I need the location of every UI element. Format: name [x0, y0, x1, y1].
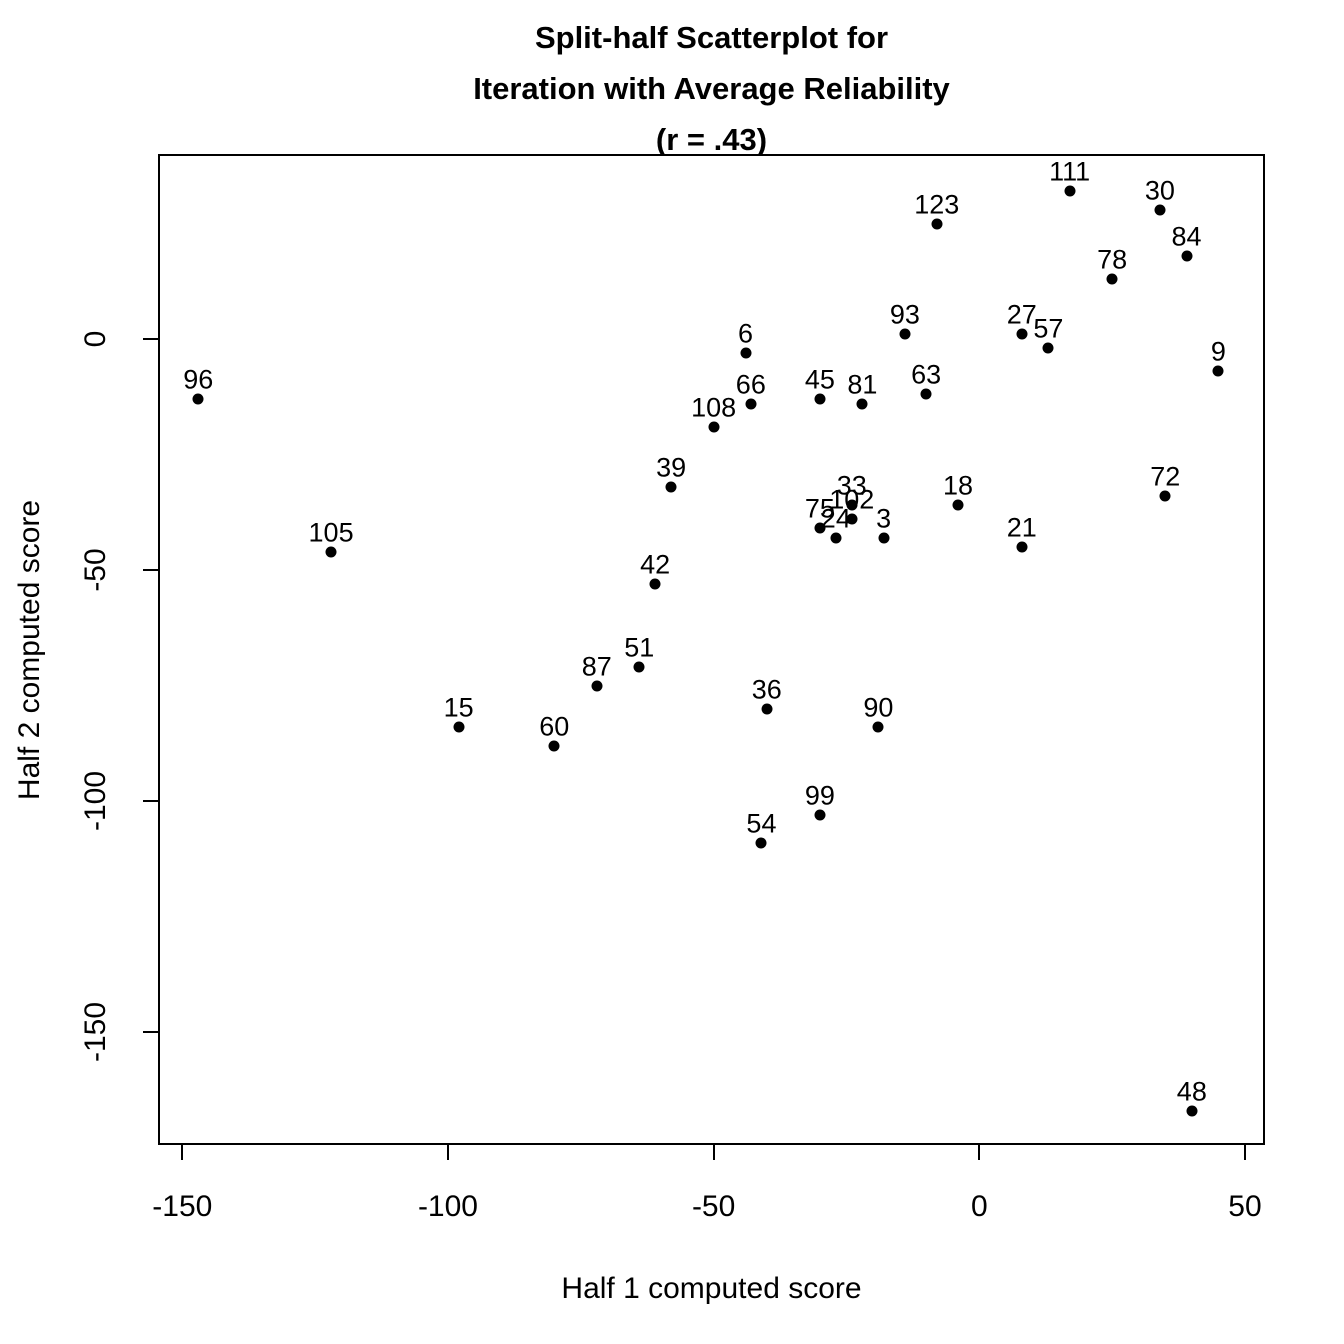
data-point: [1016, 541, 1028, 553]
data-point: [708, 421, 720, 433]
data-point-label: 111: [1049, 156, 1091, 187]
data-point: [899, 328, 911, 340]
chart-title: Split-half Scatterplot for Iteration wit…: [158, 12, 1265, 165]
data-point: [846, 499, 858, 511]
data-point-label: 102: [829, 484, 875, 515]
data-point-label: 81: [847, 369, 878, 400]
data-point-label: 9: [1210, 336, 1226, 367]
data-point: [453, 721, 465, 733]
data-point: [830, 532, 842, 544]
data-point-label: 57: [1033, 313, 1064, 344]
data-point-label: 105: [308, 517, 354, 548]
data-point: [591, 680, 603, 691]
data-point: [814, 522, 826, 534]
data-point: [814, 393, 826, 405]
y-tick-label: 0: [79, 330, 112, 348]
chart-title-line3: (r = .43): [655, 122, 768, 157]
plot-area: [158, 154, 1265, 1145]
data-point-label: 90: [863, 692, 894, 723]
data-point-label: 36: [751, 674, 782, 705]
data-point-label: 75: [804, 493, 835, 524]
data-point-label: 45: [804, 364, 835, 395]
data-point: [1186, 1105, 1198, 1117]
data-point-label: 30: [1144, 175, 1175, 206]
data-point-label: 66: [735, 369, 766, 400]
x-tick-label: 0: [970, 1190, 988, 1223]
data-point: [1212, 365, 1224, 377]
x-tick-mark: [1243, 1145, 1246, 1160]
data-point: [665, 481, 677, 493]
data-point-label: 87: [581, 651, 612, 681]
data-point: [1042, 342, 1054, 354]
data-point-label: 6: [737, 318, 754, 349]
y-tick-mark: [143, 569, 158, 571]
data-point-label: 84: [1171, 221, 1202, 252]
x-tick-mark: [712, 1145, 715, 1160]
data-point-label: 78: [1097, 244, 1128, 275]
data-point: [633, 661, 645, 673]
data-point-label: 63: [911, 359, 942, 390]
data-point-label: 51: [624, 632, 655, 663]
data-point: [952, 499, 964, 511]
x-tick-label: -50: [691, 1190, 736, 1223]
y-tick-label: -150: [79, 1001, 112, 1063]
data-point: [548, 740, 560, 752]
data-point-label: 99: [804, 780, 835, 811]
data-point: [325, 546, 337, 558]
x-tick-label: 50: [1228, 1190, 1262, 1223]
data-point-label: 27: [1006, 299, 1037, 330]
data-point: [846, 513, 858, 525]
x-tick-mark: [446, 1145, 449, 1160]
x-tick-mark: [181, 1145, 184, 1160]
data-point-label: 15: [443, 692, 474, 723]
y-tick-mark: [143, 338, 158, 340]
y-tick-mark: [143, 800, 158, 802]
data-point: [740, 347, 751, 359]
y-tick-label: -50: [79, 548, 112, 592]
x-axis-title: Half 1 computed score: [561, 1272, 862, 1305]
data-point-label: 21: [1006, 512, 1037, 543]
data-point: [1016, 328, 1028, 340]
data-point: [1064, 185, 1076, 197]
data-point: [755, 837, 767, 849]
chart-title-line1: Split-half Scatterplot for: [534, 20, 889, 55]
data-point: [192, 393, 204, 405]
data-point-label: 72: [1150, 461, 1181, 492]
data-point-label: 33: [836, 470, 867, 501]
data-point-label: 96: [183, 364, 214, 395]
data-point-label: 24: [820, 503, 851, 534]
data-point-label: 39: [656, 452, 687, 483]
data-point-label: 3: [876, 503, 892, 534]
data-point: [745, 398, 757, 410]
data-point-label: 42: [640, 549, 671, 580]
data-point: [1154, 204, 1166, 216]
data-point-label: 108: [691, 392, 737, 423]
data-point: [761, 703, 773, 715]
data-point: [1181, 250, 1193, 262]
data-point: [878, 532, 890, 544]
x-tick-label: -150: [152, 1190, 213, 1223]
data-point-label: 60: [539, 711, 570, 742]
y-tick-mark: [143, 1031, 158, 1033]
x-tick-mark: [978, 1145, 981, 1160]
data-point-label: 93: [889, 299, 920, 330]
data-point: [1159, 490, 1171, 502]
data-point: [814, 809, 826, 821]
x-tick-label: -100: [417, 1190, 478, 1223]
data-point: [856, 398, 868, 410]
data-point-label: 123: [914, 189, 960, 219]
data-point: [649, 578, 661, 590]
data-point-label: 54: [746, 808, 777, 839]
data-point-label: 18: [943, 470, 974, 501]
data-point: [1106, 273, 1118, 285]
data-point-label: 48: [1176, 1076, 1207, 1107]
data-point: [872, 721, 884, 733]
data-point: [920, 388, 932, 400]
data-point: [931, 218, 943, 229]
chart-title-line2: Iteration with Average Reliability: [473, 71, 950, 106]
y-axis-title: Half 2 computed score: [13, 499, 46, 801]
y-tick-label: -100: [79, 770, 112, 832]
